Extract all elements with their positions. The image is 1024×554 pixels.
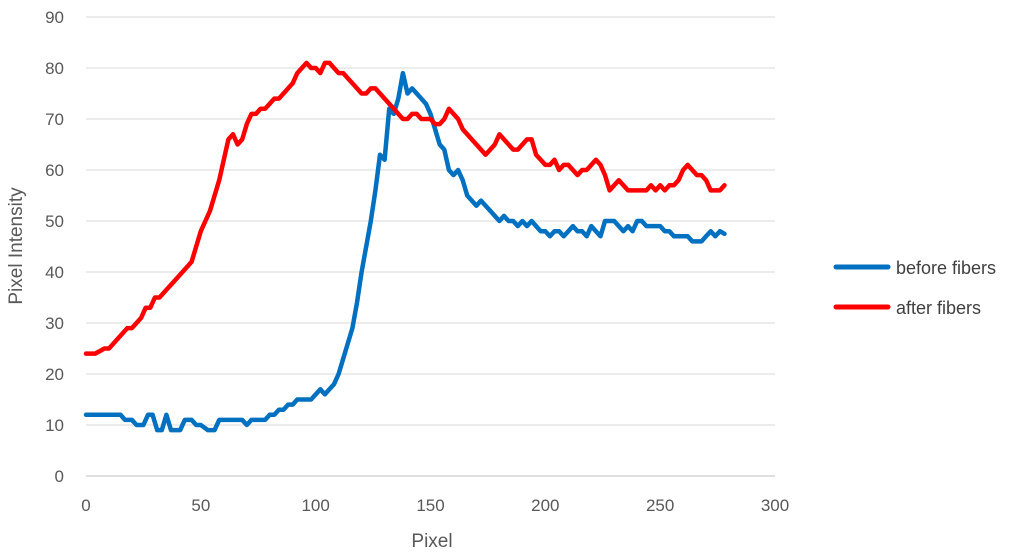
y-tick-label: 10: [45, 416, 64, 435]
y-tick-label: 60: [45, 161, 64, 180]
x-tick-label: 250: [646, 496, 674, 515]
y-tick-label: 40: [45, 263, 64, 282]
y-tick-label: 0: [55, 467, 64, 486]
y-tick-label: 80: [45, 59, 64, 78]
x-tick-label: 200: [531, 496, 559, 515]
x-tick-label: 150: [416, 496, 444, 515]
legend-label-before-fibers: before fibers: [896, 258, 996, 278]
legend-label-after-fibers: after fibers: [896, 298, 981, 318]
y-tick-label: 70: [45, 110, 64, 129]
legend: before fibers after fibers: [833, 258, 996, 318]
x-tick-label: 50: [191, 496, 210, 515]
y-axis-title: Pixel Intensity: [6, 187, 27, 305]
x-tick-label: 100: [301, 496, 329, 515]
x-tick-labels: 0 50 100 150 200 250 300: [81, 496, 789, 515]
x-tick-label: 300: [761, 496, 789, 515]
x-tick-label: 0: [81, 496, 90, 515]
y-tick-label: 50: [45, 212, 64, 231]
series-lines: [83, 60, 727, 433]
series-line-before-fibers: [83, 70, 727, 433]
series-line-after-fibers: [83, 60, 727, 356]
y-tick-label: 20: [45, 365, 64, 384]
y-tick-labels: 0 10 20 30 40 50 60 70 80 90: [45, 8, 64, 486]
x-axis-title: Pixel: [411, 531, 452, 552]
y-tick-label: 90: [45, 8, 64, 27]
y-tick-label: 30: [45, 314, 64, 333]
